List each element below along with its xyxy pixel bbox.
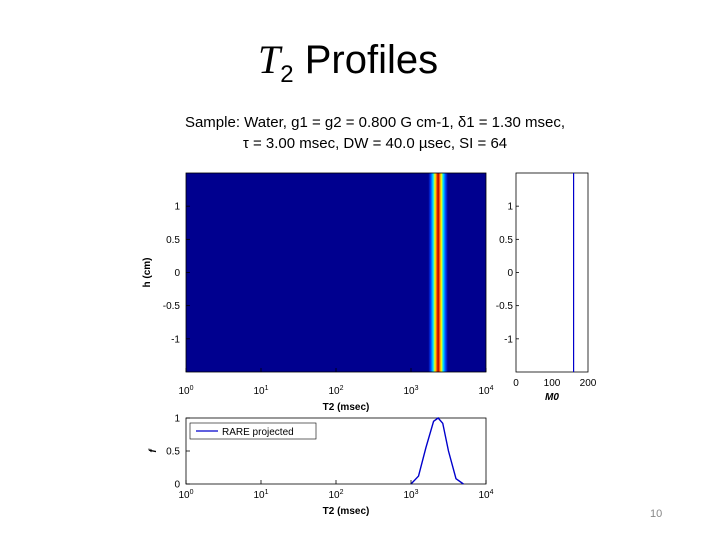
f-series-line	[410, 417, 464, 485]
m0-frame	[515, 172, 589, 373]
heatmap-y-tick-label: -0.5	[163, 301, 181, 312]
title-subscript: 2	[280, 61, 294, 88]
f-y-tick-label: 1	[174, 414, 180, 425]
m0-x-tick-label: 100	[544, 378, 561, 389]
heatmap-x-tick-label: 103	[403, 385, 418, 397]
f-legend-box	[189, 422, 317, 440]
m0-y-tick-label: 0	[507, 268, 513, 279]
heatmap-x-tick-label: 102	[328, 385, 343, 397]
heatmap-x-tick-label: 101	[253, 385, 268, 397]
projected-distribution-panel: 0 0.5 1 100 101 102 103 104 RARE projected T2 (ms…	[148, 414, 494, 518]
heatmap-y-tick-label: 0.5	[166, 235, 180, 246]
heatmap-peak-band	[428, 173, 448, 372]
title-rest: Profiles	[293, 38, 439, 82]
f-x-tick-label: 101	[253, 489, 268, 501]
heatmap-x-tick-label: 100	[178, 385, 193, 397]
slide-subtitle: Sample: Water, g1 = g2 = 0.800 G cm-1, δ…	[150, 112, 600, 154]
heatmap-x-axis-label: T2 (msec)	[323, 402, 370, 413]
heatmap-x-tick-label: 104	[478, 385, 493, 397]
f-legend: RARE projected	[189, 422, 317, 440]
title-italic: T	[258, 37, 281, 82]
f-x-tick-label: 100	[178, 489, 193, 501]
f-y-tick-label: 0	[174, 480, 180, 491]
m0-y-tick-label: -1	[504, 334, 513, 345]
m0-y-tick-label: -0.5	[496, 301, 514, 312]
m0-y-tick-label: 1	[507, 202, 513, 213]
f-x-tick-label: 103	[403, 489, 418, 501]
f-y-tick-label: 0.5	[166, 447, 180, 458]
heatmap-y-axis-label: h (cm)	[142, 258, 153, 288]
heatmap-y-tick-label: 1	[174, 202, 180, 213]
slide-number: 10	[650, 508, 663, 520]
heatmap-y-tick-label: -1	[171, 334, 180, 345]
m0-x-tick-label: 200	[580, 378, 597, 389]
f-legend-label: RARE projected	[222, 427, 294, 438]
f-x-axis-label: T2 (msec)	[323, 506, 370, 517]
slide-title: T2 Profiles	[258, 36, 438, 89]
m0-profile-panel: 1 0.5 0 -0.5 -1 0 100 200 M0	[496, 172, 597, 403]
m0-y-tick-label: 0.5	[499, 235, 513, 246]
m0-x-tick-label: 0	[513, 378, 519, 389]
m0-x-axis-label: M0	[545, 392, 559, 403]
f-x-tick-label: 102	[328, 489, 343, 501]
f-x-tick-label: 104	[478, 489, 493, 501]
heatmap-panel: 1 0.5 0 -0.5 -1 100 101 102 103 104 T2 (msec) h (cm…	[142, 172, 494, 413]
f-y-axis-label: f	[148, 448, 159, 453]
subtitle-line-1: Sample: Water, g1 = g2 = 0.800 G cm-1, δ…	[184, 114, 566, 131]
heatmap-y-tick-label: 0	[174, 268, 180, 279]
subtitle-line-2: τ = 3.00 msec, DW = 40.0 µsec, SI = 64	[242, 135, 508, 152]
